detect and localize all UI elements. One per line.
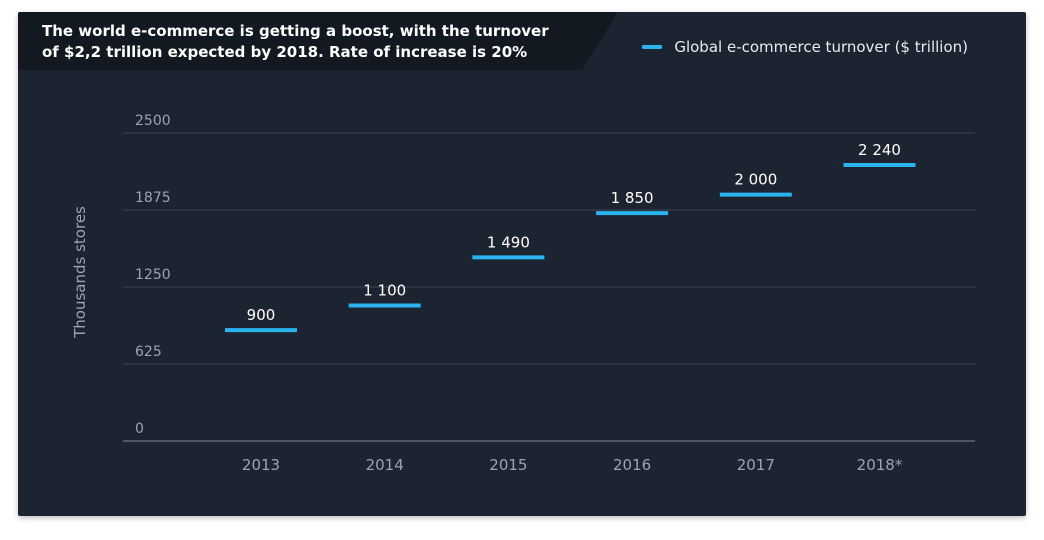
title-band <box>18 12 618 70</box>
chart-title: The world e-commerce is getting a boost,… <box>42 22 549 61</box>
data-marks <box>225 163 916 333</box>
y-tick-label: 0 <box>135 421 144 437</box>
data-label: 1 850 <box>611 189 654 207</box>
data-label: 900 <box>247 306 276 324</box>
data-label: 1 490 <box>487 233 530 251</box>
x-tick-labels: 2013 2014 2015 2016 2017 2018* <box>242 456 903 474</box>
grid-layer <box>123 132 975 442</box>
legend: Global e-commerce turnover ($ trillion) <box>642 38 968 56</box>
data-labels: 900 1 100 1 490 1 850 2 000 2 240 <box>247 141 901 324</box>
x-tick-label: 2017 <box>737 456 775 474</box>
legend-label: Global e-commerce turnover ($ trillion) <box>674 38 968 56</box>
y-tick-label: 1875 <box>135 190 171 206</box>
data-label: 2 240 <box>858 141 901 159</box>
y-tick-labels: 0 625 1250 1875 2500 <box>135 113 171 437</box>
legend-swatch <box>642 45 663 49</box>
x-tick-label: 2014 <box>366 456 404 474</box>
y-axis-label: Thousands stores <box>71 206 89 339</box>
y-tick-label: 1250 <box>135 267 171 283</box>
x-tick-label: 2018* <box>857 456 903 474</box>
x-tick-label: 2015 <box>489 456 527 474</box>
x-tick-label: 2016 <box>613 456 651 474</box>
data-label: 2 000 <box>734 171 777 189</box>
y-tick-label: 625 <box>135 344 162 360</box>
chart-card: The world e-commerce is getting a boost,… <box>18 12 1026 516</box>
data-label: 1 100 <box>363 281 406 299</box>
y-tick-label: 2500 <box>135 113 171 129</box>
x-tick-label: 2013 <box>242 456 280 474</box>
